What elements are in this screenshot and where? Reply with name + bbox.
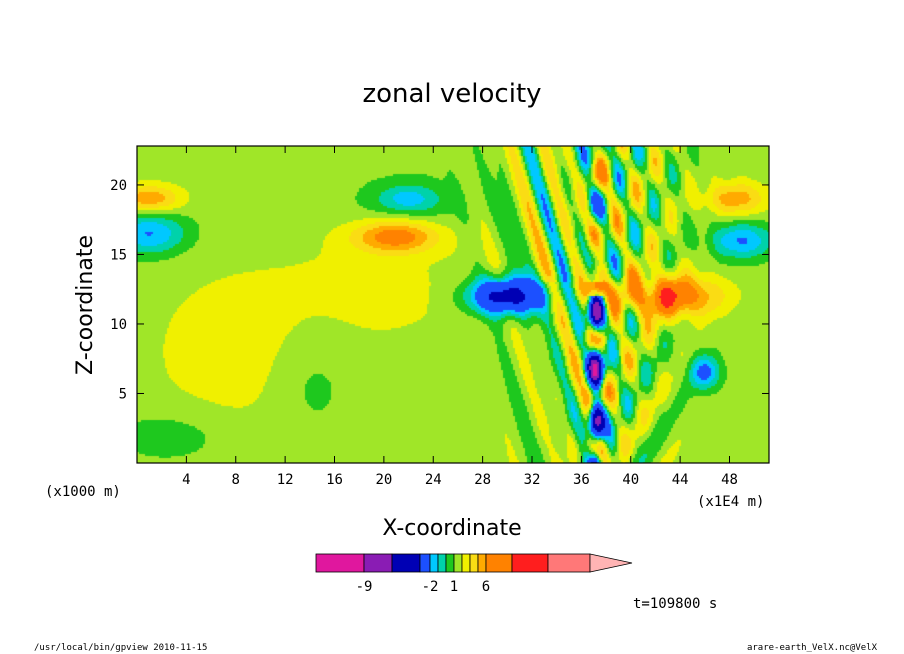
x-axis-label: X-coordinate bbox=[382, 516, 521, 541]
colorbar bbox=[315, 553, 633, 573]
x-axis-ticks: 4 8 12 16 20 24 28 32 36 40 44 48 bbox=[182, 146, 738, 488]
colorbar-segment bbox=[461, 553, 471, 573]
y-tick-label: 20 bbox=[110, 178, 127, 194]
colorbar-tick-label: 1 bbox=[450, 579, 458, 595]
colorbar-segment bbox=[315, 553, 365, 573]
colorbar-segment bbox=[437, 553, 447, 573]
colorbar-segment bbox=[363, 553, 393, 573]
colorbar-segment bbox=[445, 553, 455, 573]
colorbar-segment bbox=[485, 553, 513, 573]
y-tick-label: 15 bbox=[110, 247, 127, 263]
plot-frame bbox=[136, 145, 770, 464]
colorbar-extend-arrow bbox=[589, 553, 633, 573]
x-tick-label: 12 bbox=[277, 472, 294, 488]
x-tick-label: 20 bbox=[375, 472, 392, 488]
y-tick-label: 10 bbox=[110, 317, 127, 333]
x-tick-label: 32 bbox=[524, 472, 541, 488]
x-tick-label: 4 bbox=[182, 472, 190, 488]
time-label: t=109800 s bbox=[633, 596, 717, 612]
x-tick-label: 44 bbox=[672, 472, 689, 488]
x-tick-label: 40 bbox=[622, 472, 639, 488]
colorbar-segment bbox=[453, 553, 463, 573]
colorbar-tick-labels: -9 -2 1 6 bbox=[356, 579, 491, 595]
x-tick-label: 36 bbox=[573, 472, 590, 488]
y-axis-ticks: 5 10 15 20 bbox=[110, 178, 769, 402]
x-tick-label: 48 bbox=[721, 472, 738, 488]
colorbar-segment bbox=[547, 553, 591, 573]
colorbar-segment bbox=[391, 553, 421, 573]
x-unit-left: (x1000 m) bbox=[45, 484, 121, 500]
colorbar-tick-label: -2 bbox=[422, 579, 439, 595]
chart-title: zonal velocity bbox=[362, 79, 541, 109]
x-tick-label: 24 bbox=[425, 472, 442, 488]
colorbar-tick-label: -9 bbox=[356, 579, 373, 595]
colorbar-segment bbox=[469, 553, 479, 573]
colorbar-segment bbox=[419, 553, 431, 573]
x-tick-label: 16 bbox=[326, 472, 343, 488]
footer-left: /usr/local/bin/gpview 2010-11-15 bbox=[34, 643, 207, 653]
colorbar-segment bbox=[477, 553, 487, 573]
velocity-field bbox=[137, 146, 769, 463]
x-tick-label: 28 bbox=[474, 472, 491, 488]
y-axis-label: Z-coordinate bbox=[73, 235, 98, 375]
x-tick-label: 8 bbox=[232, 472, 240, 488]
footer-right: arare-earth_VelX.nc@VelX bbox=[747, 643, 878, 653]
y-tick-label: 5 bbox=[119, 386, 127, 402]
x-unit-right: (x1E4 m) bbox=[697, 494, 764, 510]
colorbar-segment bbox=[429, 553, 439, 573]
colorbar-segment bbox=[511, 553, 549, 573]
colorbar-tick-label: 6 bbox=[482, 579, 490, 595]
